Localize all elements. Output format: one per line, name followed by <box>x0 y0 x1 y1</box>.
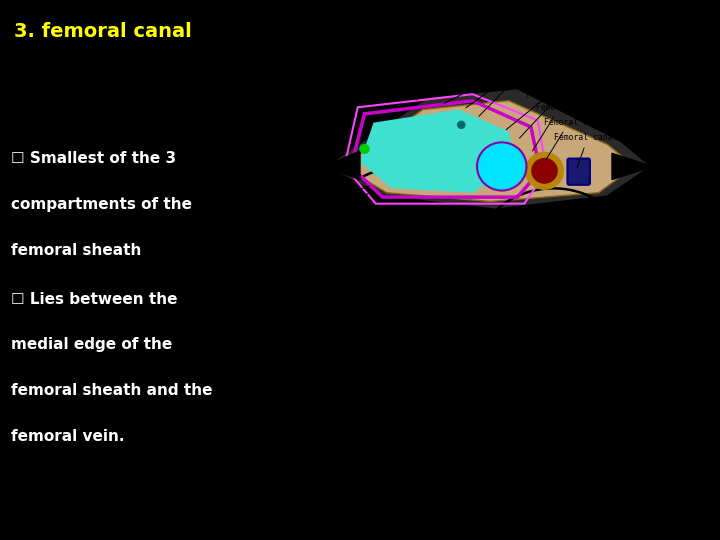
Text: Iliopectineal septum: Iliopectineal septum <box>506 77 615 130</box>
Circle shape <box>458 122 465 129</box>
Text: lacunar lig.: lacunar lig. <box>624 207 688 232</box>
Text: Anterior Superior Iliac Spine: Anterior Superior Iliac Spine <box>416 17 645 99</box>
Text: ☐ Smallest of the 3: ☐ Smallest of the 3 <box>11 151 176 166</box>
Text: Obturator foramen.: Obturator foramen. <box>531 314 618 338</box>
Text: compartments of the: compartments of the <box>11 197 192 212</box>
Text: 3. femoral canal: 3. femoral canal <box>14 22 192 40</box>
Text: Femoral n.: Femoral n. <box>479 61 553 116</box>
Circle shape <box>477 143 526 191</box>
Text: medial edge of the: medial edge of the <box>11 338 172 353</box>
Text: Femoral sheath: Femoral sheath <box>519 90 595 138</box>
FancyBboxPatch shape <box>567 159 590 185</box>
Text: femoral sheath and the: femoral sheath and the <box>11 383 212 399</box>
Text: femoral sheath: femoral sheath <box>11 243 141 258</box>
Text: Psoas ma or m.: Psoas ma or m. <box>272 214 341 224</box>
Text: Iliopsoas fascia: Iliopsoas fascia <box>466 48 582 108</box>
Polygon shape <box>324 87 652 210</box>
Text: Femoral v.: Femoral v. <box>544 118 593 160</box>
Text: Iliacus m...: Iliacus m... <box>272 199 330 208</box>
Text: Femoral a.: Femoral a. <box>533 103 584 151</box>
Text: Femoral canal*: Femoral canal* <box>554 133 622 168</box>
Text: *  a common site of femoral hernia in females: * a common site of femoral hernia in fem… <box>272 372 480 381</box>
Polygon shape <box>612 153 652 180</box>
Polygon shape <box>360 110 518 193</box>
Text: femoral vein.: femoral vein. <box>11 429 125 444</box>
Polygon shape <box>324 151 360 180</box>
Circle shape <box>526 152 563 189</box>
Circle shape <box>360 145 369 153</box>
Polygon shape <box>342 101 634 201</box>
Text: Acetabulum: Acetabulum <box>274 289 323 298</box>
Circle shape <box>532 159 557 183</box>
Text: Inguinal lg.: Inguinal lg. <box>272 168 330 178</box>
Text: Lateral femoral cutaneous n.: Lateral femoral cutaneous n. <box>444 33 641 104</box>
Text: ☐ Lies between the: ☐ Lies between the <box>11 292 177 307</box>
